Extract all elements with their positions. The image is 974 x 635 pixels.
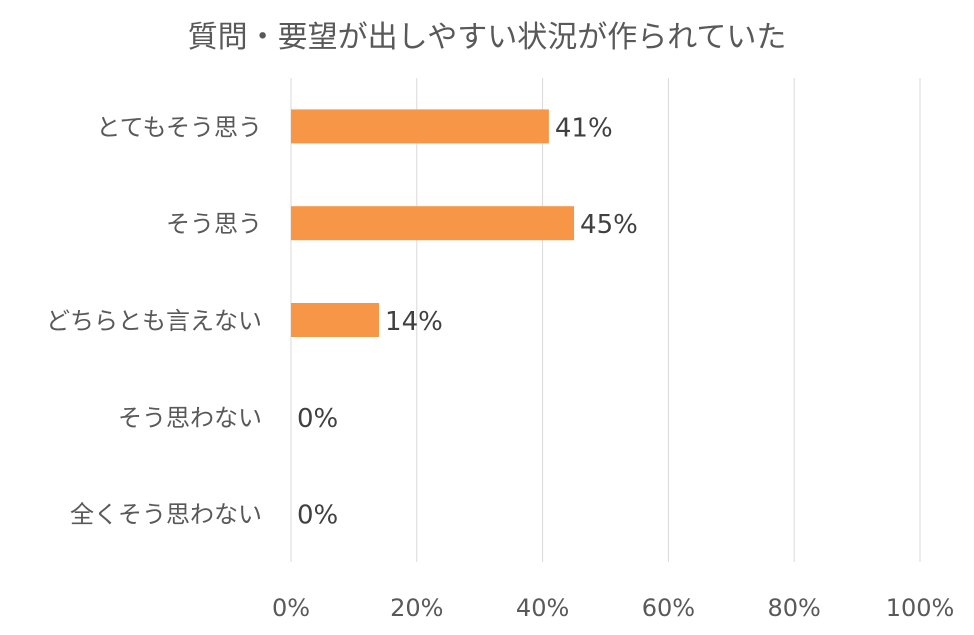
chart-title: 質問・要望が出しやすい状況が作られていた — [187, 20, 787, 55]
category-label: どちらとも言えない — [46, 307, 262, 335]
category-label: そう思う — [166, 210, 262, 238]
x-tick-label: 100% — [886, 594, 955, 622]
x-tick-label: 60% — [642, 594, 695, 622]
x-axis-tick-labels: 0% 20% 40% 60% 80% 100% — [272, 594, 954, 622]
bar — [291, 109, 549, 144]
data-label: 0% — [297, 501, 338, 531]
x-tick-label: 0% — [272, 594, 310, 622]
bar — [291, 206, 575, 241]
data-label: 0% — [297, 404, 338, 434]
bar — [291, 303, 380, 337]
data-label: 45% — [580, 210, 638, 240]
data-labels: 41% 45% 14% 0% 0% — [297, 113, 638, 530]
x-tick-label: 20% — [390, 594, 443, 622]
data-label: 41% — [555, 113, 613, 143]
bars — [291, 109, 575, 337]
category-label: とてもそう思う — [96, 113, 262, 141]
category-label: そう思わない — [118, 404, 262, 432]
category-label: 全くそう思わない — [70, 501, 262, 529]
data-label: 14% — [385, 307, 443, 337]
gridlines — [290, 78, 921, 562]
x-tick-label: 40% — [516, 594, 569, 622]
x-tick-label: 80% — [768, 594, 821, 622]
